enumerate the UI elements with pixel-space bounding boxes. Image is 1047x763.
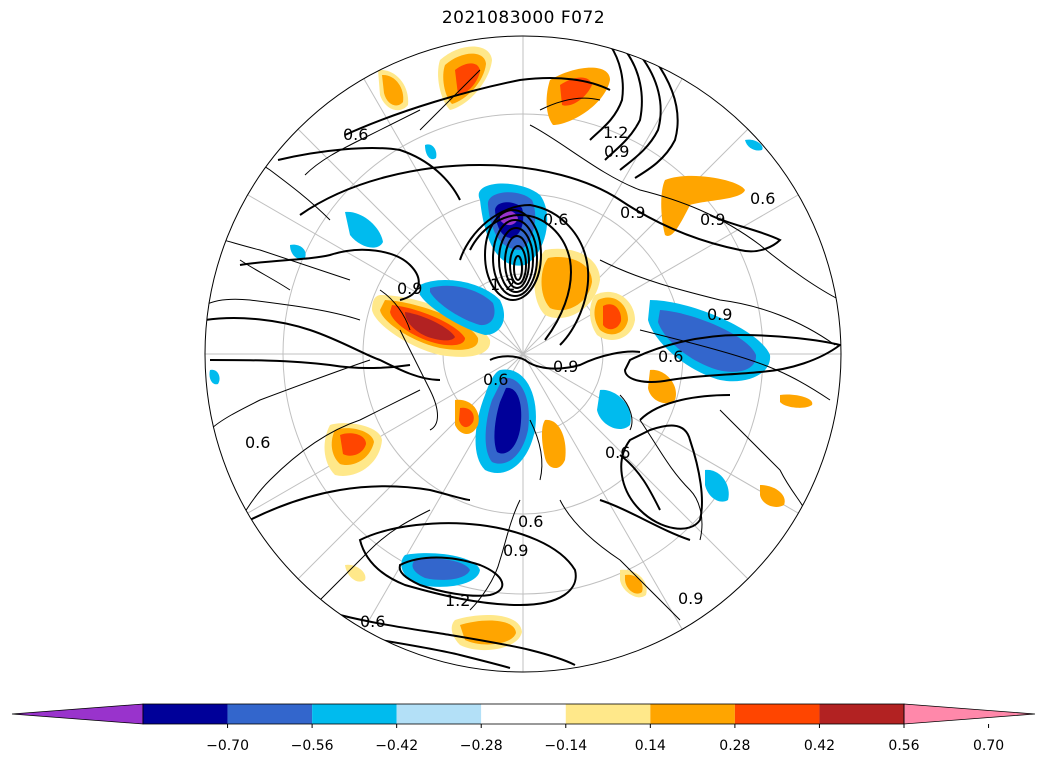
colorbar-tick-label: −0.42: [375, 738, 418, 754]
colorbar-tick-label: −0.28: [460, 738, 503, 754]
polar-map: 0.6 0.9 1.2 0.6 0.9 0.9 0.6 0.9 0.6 0.6 …: [204, 35, 842, 673]
contour-label: 0.9: [707, 305, 732, 324]
colorbar-tick-label: 0.70: [973, 738, 1004, 754]
contour-label: 0.6: [658, 347, 683, 366]
colorbar-segment: [143, 704, 228, 724]
coastlines: [205, 69, 841, 621]
contour-label: 0.9: [700, 210, 725, 229]
contour-label: 1.2: [603, 123, 628, 142]
colorbar-extend-low: [11, 703, 144, 725]
colorbar-segment: [565, 704, 651, 724]
colorbar-tick-label: 0.42: [804, 738, 835, 754]
map-boundary: [204, 35, 842, 673]
colorbar-segment: [819, 704, 904, 724]
colorbar-tick-label: −0.56: [291, 738, 334, 754]
colorbar-segment: [734, 704, 820, 724]
colorbar-tick-label: −0.14: [544, 738, 587, 754]
pos-anomaly-ne: [661, 175, 745, 236]
contour-label: 0.6: [360, 612, 385, 631]
colorbar-segment: [650, 704, 735, 724]
contour-label: 0.9: [553, 357, 578, 376]
colorbar-segment: [312, 704, 397, 724]
colorbar-tick-label: 0.14: [635, 738, 666, 754]
contour-label: 0.6: [518, 512, 543, 531]
contour-label: 1.2: [490, 275, 515, 294]
contour-label: 0.6: [750, 189, 775, 208]
contour-labels: 0.6 0.9 1.2 0.6 0.9 0.9 0.6 0.9 0.6 0.6 …: [245, 123, 775, 631]
contour-label: 0.9: [397, 279, 422, 298]
contour-label: 0.9: [620, 203, 645, 222]
contour-label: 0.6: [343, 125, 368, 144]
contour-label: 0.6: [605, 443, 630, 462]
colorbar-frame: [142, 703, 905, 725]
contour-label: 0.9: [678, 589, 703, 608]
contour-label: 0.9: [604, 142, 629, 161]
graticule: [205, 36, 841, 672]
colorbar-tick-label: 0.28: [719, 738, 750, 754]
neg-anomaly-west: [345, 211, 383, 248]
contour-label: 0.9: [503, 541, 528, 560]
colorbar-tick-label: 0.56: [888, 738, 919, 754]
colorbar-tick-label: −0.70: [206, 738, 249, 754]
colorbar-segment: [396, 704, 482, 724]
colorbar-extend-high: [903, 703, 1036, 725]
contour-label: 0.6: [483, 370, 508, 389]
colorbar-segment: [481, 704, 566, 724]
map-title: 2021083000 F072: [441, 8, 606, 28]
colorbar-segment: [227, 704, 313, 724]
contour-label: 0.6: [543, 210, 568, 229]
contour-label: 1.2: [445, 591, 470, 610]
contour-label: 0.6: [245, 433, 270, 452]
